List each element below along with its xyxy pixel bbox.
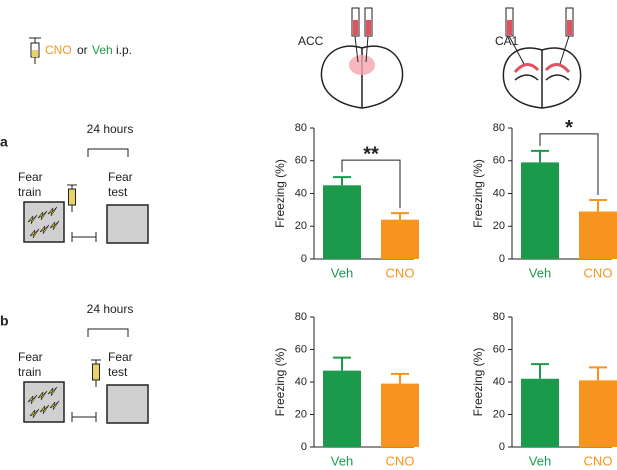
syringe-icon <box>67 184 77 212</box>
legend-or: or <box>77 43 88 57</box>
timeline <box>71 232 97 242</box>
x-tick-label: Veh <box>529 265 551 280</box>
region-ca1: CA1 <box>495 34 519 48</box>
shock-icon <box>49 400 60 411</box>
significance-bracket <box>539 133 599 196</box>
error-bar <box>391 212 409 220</box>
y-axis-label: Freezing (%) <box>471 159 485 228</box>
train-label: Fear <box>18 350 43 364</box>
shock-icon <box>47 206 58 217</box>
legend-ip: i.p. <box>116 43 132 57</box>
significance-label: ** <box>363 143 379 165</box>
y-tick-label: 20 <box>493 408 505 420</box>
error-bar <box>333 356 351 371</box>
test-box <box>106 384 149 424</box>
x-tick-label: CNO <box>386 265 415 280</box>
interval-label: 24 hours <box>87 122 134 136</box>
x-tick-label: CNO <box>386 453 415 468</box>
y-tick-label: 0 <box>499 253 505 265</box>
timeline <box>71 412 97 422</box>
y-tick-label: 20 <box>295 220 307 232</box>
interval-bracket <box>87 148 129 157</box>
syringe-icon <box>68 188 76 206</box>
brain-ca1 <box>502 7 582 109</box>
y-tick-label: 20 <box>493 220 505 232</box>
shock-icon <box>29 408 40 419</box>
y-tick-label: 60 <box>493 343 505 355</box>
legend-cno: CNO <box>45 43 72 57</box>
train-label: train <box>18 185 41 199</box>
test-label: Fear <box>108 170 133 184</box>
y-axis-label: Freezing (%) <box>273 348 287 417</box>
error-bar <box>391 372 409 384</box>
panel-label: a <box>0 134 8 150</box>
syringe-icon <box>92 363 100 381</box>
syringe-icon <box>29 37 41 64</box>
significance-bracket <box>341 159 401 209</box>
bar <box>521 162 559 259</box>
x-tick-label: Veh <box>331 453 353 468</box>
shock-icon <box>29 228 40 239</box>
region-acc: ACC <box>298 34 324 48</box>
bar <box>323 185 361 259</box>
y-tick-label: 80 <box>493 122 505 134</box>
y-tick-label: 0 <box>499 441 505 453</box>
shock-icon <box>47 386 58 397</box>
x-tick-label: Veh <box>331 265 353 280</box>
y-tick-label: 80 <box>295 311 307 323</box>
error-bar <box>333 176 351 186</box>
y-tick-label: 0 <box>301 253 307 265</box>
y-tick-label: 0 <box>301 441 307 453</box>
error-bar <box>531 149 549 163</box>
bar <box>579 380 617 447</box>
y-tick-label: 40 <box>493 376 505 388</box>
shock-icon <box>39 224 50 235</box>
bar <box>381 219 419 259</box>
x-tick-label: CNO <box>584 453 613 468</box>
test-box <box>106 204 149 244</box>
y-tick-label: 60 <box>295 155 307 167</box>
y-tick-label: 20 <box>295 408 307 420</box>
bar <box>579 211 617 259</box>
significance-label: * <box>565 117 573 139</box>
x-tick-label: CNO <box>584 265 613 280</box>
error-bar <box>589 199 607 212</box>
brain-acc <box>320 7 404 109</box>
interval-label: 24 hours <box>87 302 134 316</box>
error-bar <box>589 366 607 381</box>
train-label: train <box>18 365 41 379</box>
shock-icon <box>49 220 60 231</box>
shock-icon <box>27 214 38 225</box>
syringe-icon <box>91 359 101 387</box>
y-tick-label: 80 <box>493 311 505 323</box>
x-tick-label: Veh <box>529 453 551 468</box>
bar <box>381 383 419 447</box>
y-tick-label: 40 <box>295 187 307 199</box>
shock-icon <box>37 210 48 221</box>
error-bar <box>531 363 549 379</box>
test-label: test <box>108 365 128 379</box>
y-tick-label: 60 <box>493 155 505 167</box>
bar <box>323 370 361 447</box>
y-tick-label: 40 <box>295 376 307 388</box>
y-axis-label: Freezing (%) <box>471 348 485 417</box>
shock-icon <box>37 390 48 401</box>
train-label: Fear <box>18 170 43 184</box>
interval-bracket <box>87 328 129 337</box>
legend-veh: Veh <box>92 43 113 57</box>
train-box <box>23 201 65 243</box>
y-tick-label: 60 <box>295 343 307 355</box>
y-tick-label: 40 <box>493 187 505 199</box>
y-tick-label: 80 <box>295 122 307 134</box>
y-axis-label: Freezing (%) <box>273 159 287 228</box>
panel-label: b <box>0 313 9 329</box>
shock-icon <box>39 404 50 415</box>
test-label: Fear <box>108 350 133 364</box>
test-label: test <box>108 185 128 199</box>
shock-icon <box>27 394 38 405</box>
bar <box>521 378 559 447</box>
